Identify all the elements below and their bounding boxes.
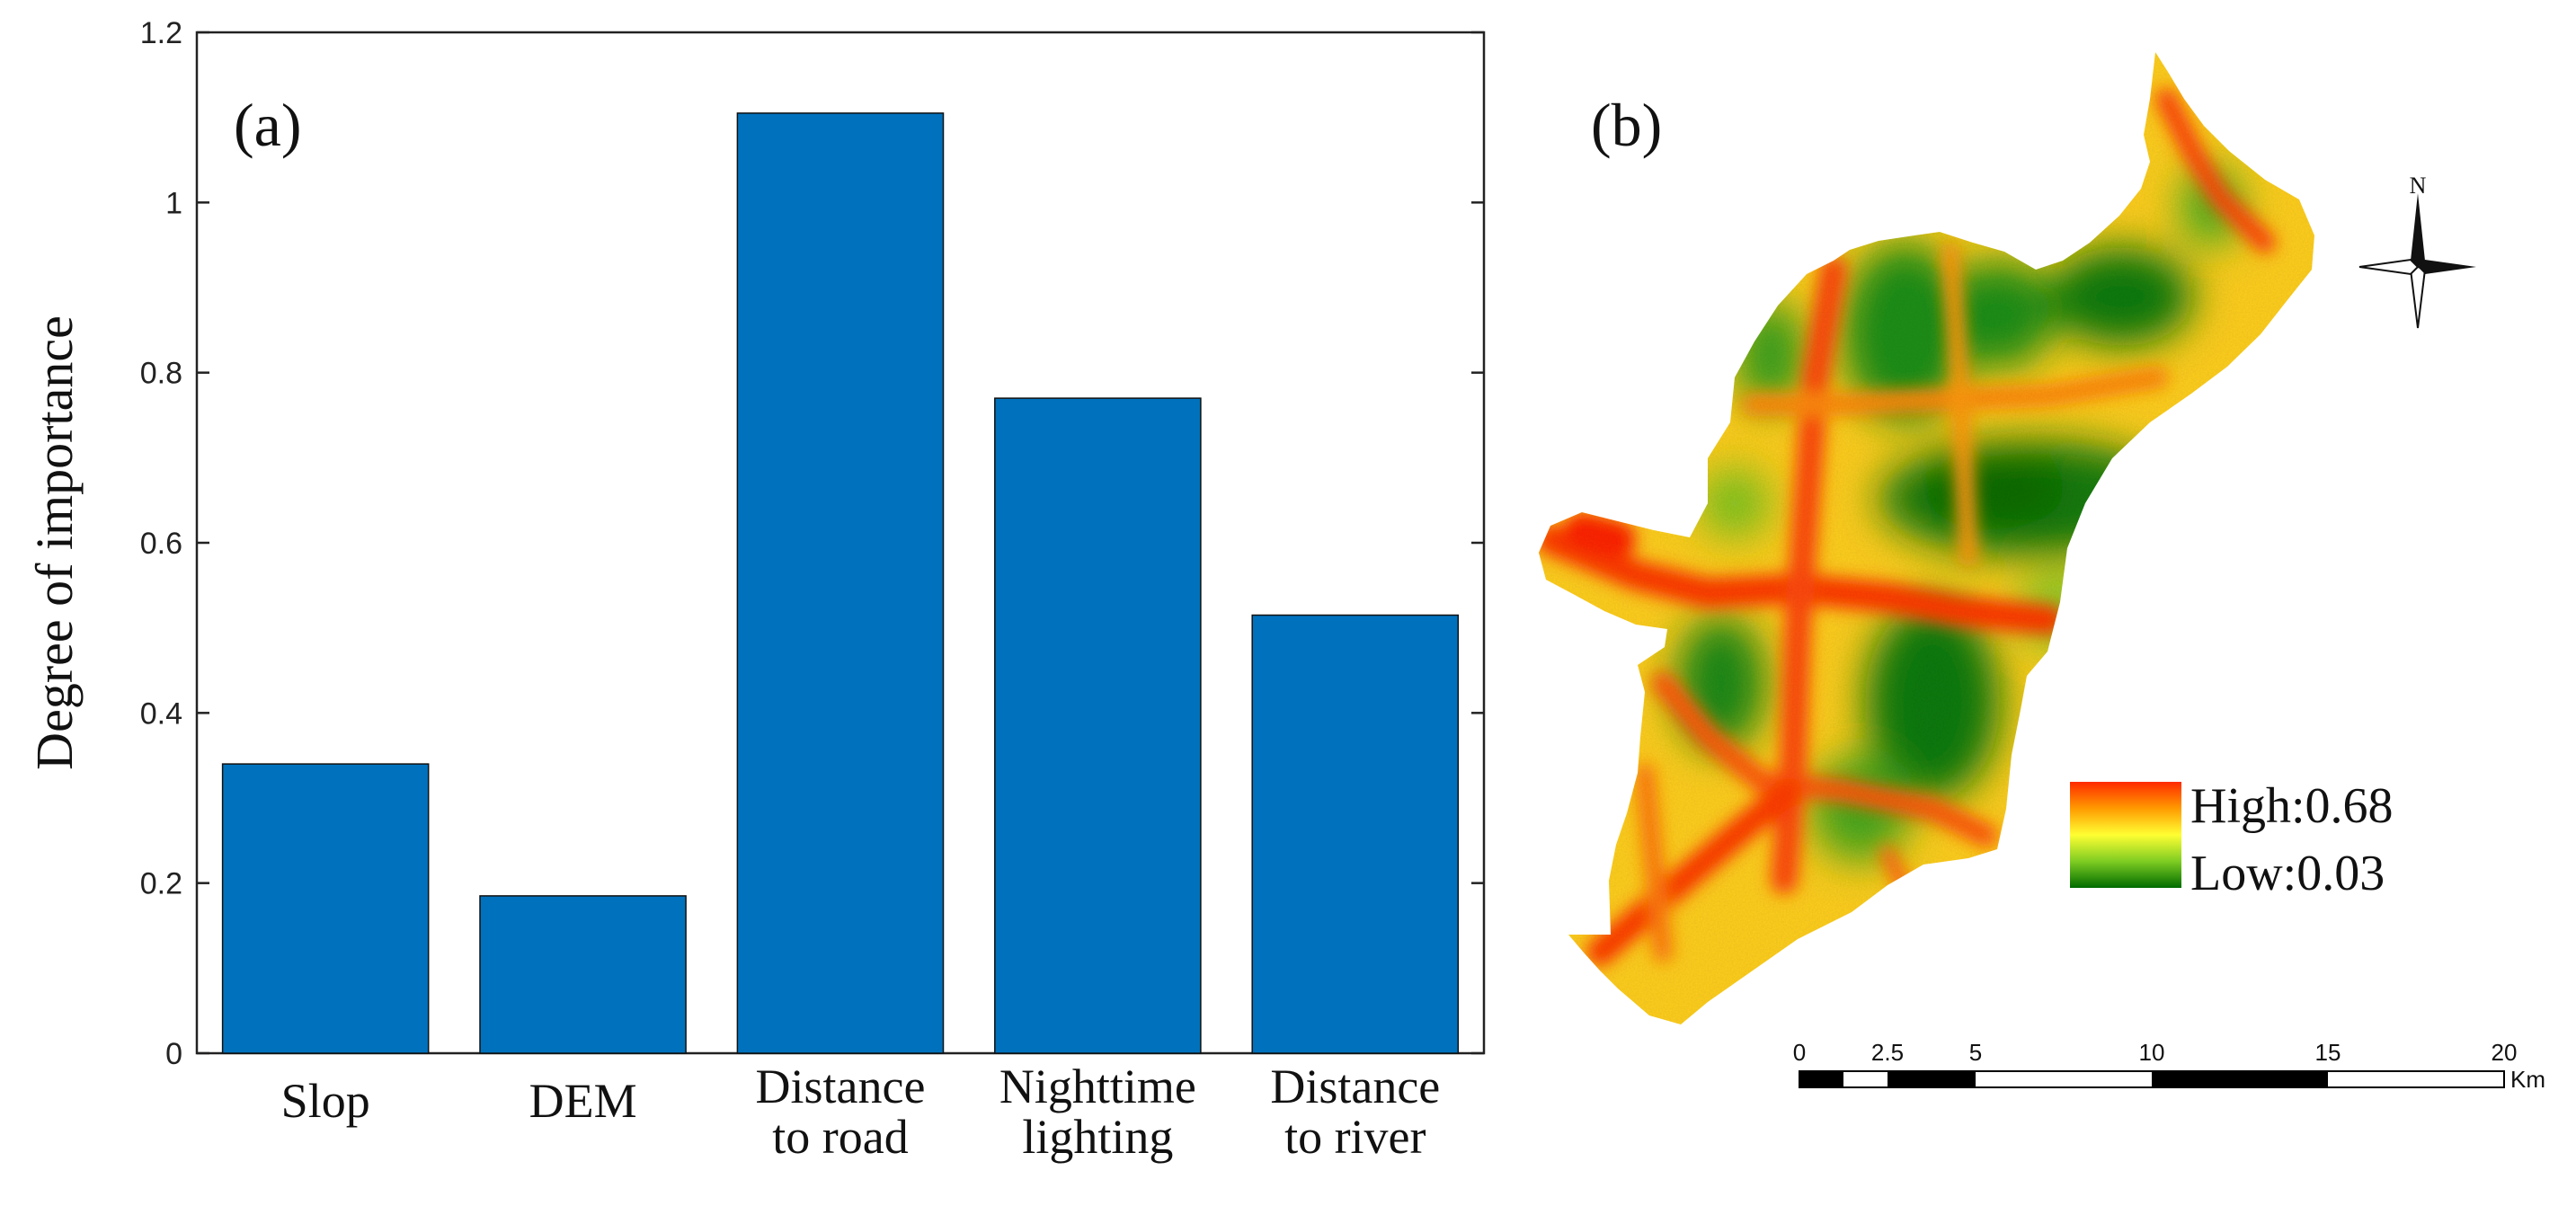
x-tick-label: Distance bbox=[1270, 1060, 1440, 1113]
map-legend: High:0.68 Low:0.03 bbox=[2070, 778, 2394, 901]
scale-bar-segment bbox=[1799, 1071, 1843, 1087]
scale-tick-label: 20 bbox=[2492, 1039, 2518, 1066]
bars bbox=[221, 112, 1460, 1054]
legend-color-ramp bbox=[2070, 782, 2181, 888]
scale-tick-label: 0 bbox=[1793, 1039, 1806, 1066]
bar-0 bbox=[221, 763, 430, 1054]
north-arrow-icon: N bbox=[2358, 173, 2476, 329]
x-tick-label: Nighttime bbox=[999, 1060, 1196, 1113]
scale-tick-label: 15 bbox=[2315, 1039, 2341, 1066]
y-tick-label: 0 bbox=[165, 1037, 182, 1071]
x-tick-label: Slop bbox=[281, 1074, 370, 1128]
x-tick-label: Distance bbox=[756, 1060, 926, 1113]
scale-bar-segment bbox=[2152, 1071, 2328, 1087]
y-tick-label: 0.4 bbox=[140, 696, 182, 731]
y-axis-ticks: 0 0.2 0.4 0.6 0.8 1 1.2 bbox=[140, 16, 1484, 1071]
y-tick-label: 0.2 bbox=[140, 867, 182, 901]
y-tick-label: 1 bbox=[165, 186, 182, 220]
x-tick-label: to river bbox=[1284, 1110, 1426, 1164]
map-panel: (b) bbox=[1539, 52, 2545, 1093]
north-label: N bbox=[2410, 173, 2427, 199]
y-tick-label: 0.8 bbox=[140, 357, 182, 391]
scale-tick-label: 2.5 bbox=[1871, 1039, 1904, 1066]
y-tick-label: 1.2 bbox=[140, 16, 182, 50]
scale-tick-label: 10 bbox=[2139, 1039, 2165, 1066]
bar-4 bbox=[1251, 614, 1460, 1054]
scale-bar-segment bbox=[1888, 1071, 1976, 1087]
scale-tick-label: 5 bbox=[1969, 1039, 1982, 1066]
y-tick-label: 0.6 bbox=[140, 527, 182, 561]
x-tick-label: to road bbox=[772, 1110, 908, 1164]
legend-low-label: Low:0.03 bbox=[2190, 846, 2385, 901]
x-tick-label: lighting bbox=[1022, 1110, 1173, 1164]
panel-label-a: (a) bbox=[234, 91, 301, 159]
scale-unit-label: Km bbox=[2510, 1066, 2545, 1093]
scale-bar: 0 2.5 5 10 15 20 bbox=[1793, 1039, 2518, 1088]
legend-high-label: High:0.68 bbox=[2190, 778, 2394, 834]
bar-1 bbox=[479, 895, 687, 1054]
panel-label-b: (b) bbox=[1591, 91, 1662, 159]
bar-2 bbox=[736, 112, 945, 1054]
x-tick-label: DEM bbox=[529, 1074, 637, 1128]
bar-3 bbox=[994, 397, 1202, 1054]
y-axis-label: Degree of importance bbox=[25, 315, 84, 770]
